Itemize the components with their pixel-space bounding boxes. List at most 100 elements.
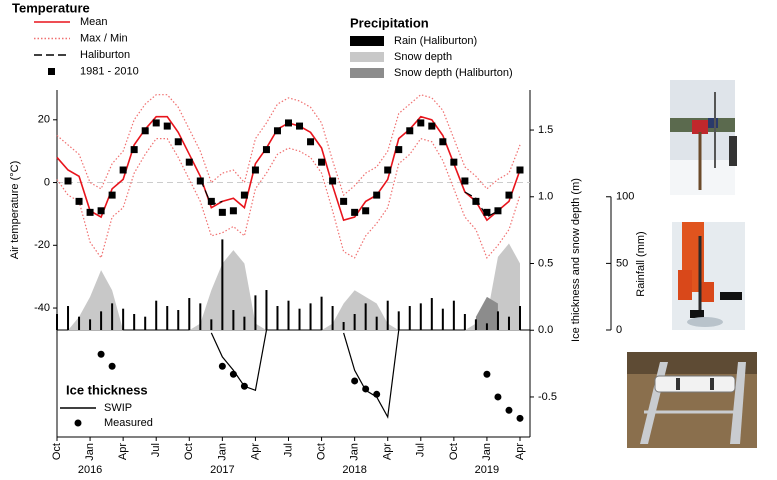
normal-marker <box>196 177 204 185</box>
x-tick-label: Oct <box>183 443 195 460</box>
year-label: 2019 <box>475 464 499 476</box>
measured-point <box>516 414 524 422</box>
snow-area <box>57 243 520 331</box>
x-tick-label: Jul <box>282 443 294 457</box>
rain-bar <box>419 303 422 330</box>
rain-bar <box>287 300 290 330</box>
rain-bar <box>199 303 202 330</box>
year-label: 2017 <box>210 464 234 476</box>
legend-swatch <box>350 52 384 62</box>
rain-bar <box>408 306 411 330</box>
rain-tick-label: 100 <box>616 191 634 203</box>
rain-bar <box>364 303 367 330</box>
x-tick-label: Apr <box>382 443 394 460</box>
series-line <box>464 191 499 218</box>
measured-point <box>229 370 237 378</box>
normal-marker <box>461 177 469 185</box>
rain-bar <box>232 310 235 330</box>
measured-point <box>362 385 370 393</box>
legend-label: Snow depth <box>394 51 452 63</box>
legend-swatch <box>350 68 384 78</box>
photo-instrument <box>627 352 757 448</box>
normal-marker <box>75 197 83 205</box>
x-tick-label: Oct <box>315 443 327 460</box>
normal-marker <box>329 177 337 185</box>
photo-station <box>670 80 737 195</box>
series-line <box>56 94 521 197</box>
rain-bar <box>430 298 433 330</box>
rain-bar <box>188 298 191 330</box>
rain-bar <box>243 316 246 330</box>
normal-marker <box>494 207 502 215</box>
normal-marker <box>417 119 425 127</box>
normal-marker <box>229 207 237 215</box>
normal-marker <box>505 191 513 199</box>
normal-marker <box>395 146 403 154</box>
rain-bar <box>519 306 521 330</box>
y2-axis-label: Ice thickness and snow depth (m) <box>570 178 582 342</box>
normal-marker <box>119 166 127 174</box>
rain-bar <box>441 308 444 330</box>
rain-bar <box>375 316 378 330</box>
rain-bar <box>210 319 213 330</box>
normal-marker <box>273 127 281 135</box>
normal-marker <box>439 138 447 146</box>
legend-label: Measured <box>104 417 153 429</box>
x-tick-label: Jan <box>349 443 361 461</box>
year-label: 2016 <box>78 464 102 476</box>
rain-bar <box>166 306 169 330</box>
normal-marker <box>207 197 215 205</box>
legend-label: Mean <box>80 16 108 28</box>
normal-marker <box>384 166 392 174</box>
y-tick-label: 0 <box>44 176 50 188</box>
y-tick-label: -40 <box>34 302 50 314</box>
normal-marker <box>373 191 381 199</box>
rain-axis-label: Rainfall (mm) <box>635 231 647 296</box>
normal-marker <box>262 146 270 154</box>
normal-marker <box>163 122 171 130</box>
series-line <box>343 330 400 419</box>
snow-area <box>475 296 498 331</box>
normal-marker <box>185 158 193 166</box>
normal-marker <box>351 208 359 216</box>
rain-bar <box>100 311 103 330</box>
y2-tick-label: 0.5 <box>538 257 553 269</box>
rain-tick-label: 50 <box>616 257 628 269</box>
x-tick-label: Apr <box>249 443 261 460</box>
x-tick-label: Oct <box>448 443 460 460</box>
legend-label: SWIP <box>104 402 132 414</box>
rain-bar <box>89 319 92 330</box>
measured-point <box>97 350 105 358</box>
legend-swatch <box>48 68 55 75</box>
measured-point <box>483 370 491 378</box>
normal-marker <box>285 119 292 127</box>
normal-marker <box>130 146 138 154</box>
measured-point <box>494 393 502 401</box>
x-tick-label: Apr <box>514 443 526 460</box>
legend-title: Ice thickness <box>66 382 148 397</box>
rain-bar <box>397 311 400 330</box>
normal-marker <box>240 191 248 199</box>
rain-bar <box>111 303 114 330</box>
legend-label: Rain (Haliburton) <box>394 35 477 47</box>
legend-label: Max / Min <box>80 32 128 44</box>
rain-bar <box>155 300 158 330</box>
normal-marker <box>483 208 491 216</box>
normal-marker <box>318 158 326 166</box>
rain-bar <box>298 308 301 330</box>
normal-marker <box>108 191 116 199</box>
normal-marker <box>97 207 105 215</box>
rain-bar <box>144 316 147 330</box>
rain-bar <box>67 306 70 330</box>
legend-label: Snow depth (Haliburton) <box>394 67 513 79</box>
y2-tick-label: 1.5 <box>538 124 553 136</box>
normal-marker <box>86 208 94 216</box>
y-tick-label: 20 <box>38 114 50 126</box>
x-tick-label: Jul <box>415 443 427 457</box>
legend-title: Precipitation <box>350 15 429 30</box>
x-tick-label: Jan <box>216 443 228 461</box>
normal-marker <box>251 166 259 174</box>
normal-marker <box>307 138 315 146</box>
rain-bar <box>485 323 488 330</box>
series-line <box>210 330 268 392</box>
